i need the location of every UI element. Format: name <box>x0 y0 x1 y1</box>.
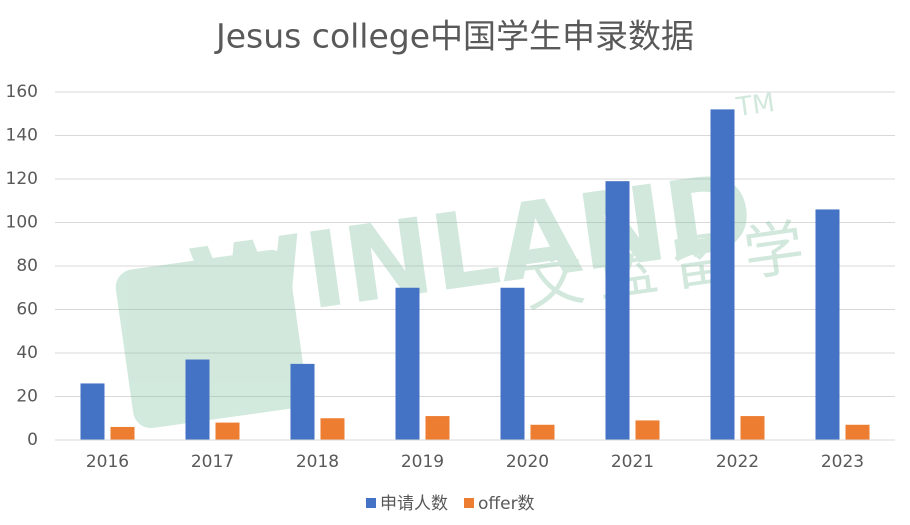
chart-title: Jesus college中国学生申录数据 <box>214 17 694 56</box>
y-tick-label: 140 <box>6 126 38 146</box>
bar <box>185 359 210 440</box>
legend-swatch <box>366 498 376 508</box>
watermark-tm: TM <box>734 88 777 123</box>
bar <box>740 416 765 440</box>
y-tick-label: 120 <box>6 169 38 189</box>
bar <box>215 422 240 440</box>
legend-label: 申请人数 <box>380 494 448 514</box>
y-tick-label: 80 <box>16 256 38 276</box>
bar <box>815 209 840 440</box>
bar <box>290 363 315 440</box>
x-tick-label: 2018 <box>296 452 339 472</box>
x-tick-label: 2021 <box>611 452 654 472</box>
x-tick-label: 2016 <box>86 452 129 472</box>
watermark-logo <box>115 249 307 429</box>
y-tick-label: 60 <box>16 300 38 320</box>
bar <box>605 181 630 441</box>
bar <box>530 424 555 440</box>
y-tick-label: 40 <box>16 343 38 363</box>
x-tick-label: 2022 <box>716 452 759 472</box>
bar <box>635 420 660 440</box>
bar <box>500 287 525 440</box>
x-tick-label: 2019 <box>401 452 444 472</box>
x-tick-label: 2020 <box>506 452 549 472</box>
x-tick-label: 2023 <box>821 452 864 472</box>
bar <box>395 287 420 440</box>
y-tick-label: 20 <box>16 387 38 407</box>
y-tick-label: 160 <box>6 82 38 102</box>
x-tick-label: 2017 <box>191 452 234 472</box>
bar <box>110 426 135 440</box>
bar <box>845 424 870 440</box>
bar <box>320 418 345 440</box>
legend-swatch <box>464 498 474 508</box>
bar <box>710 109 735 441</box>
y-tick-label: 0 <box>27 430 38 450</box>
legend-label: offer数 <box>478 494 535 514</box>
bar <box>425 416 450 440</box>
y-tick-label: 100 <box>6 213 38 233</box>
bar <box>80 383 105 440</box>
